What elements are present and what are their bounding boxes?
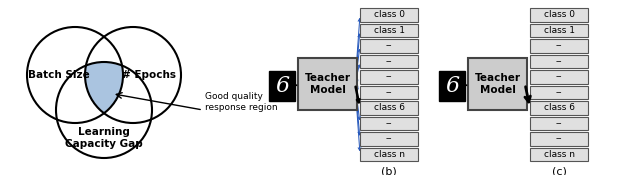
FancyBboxPatch shape <box>530 86 588 99</box>
Text: class n: class n <box>543 150 575 159</box>
Text: --: -- <box>386 88 392 97</box>
Text: --: -- <box>556 88 563 97</box>
Text: --: -- <box>556 119 563 128</box>
FancyBboxPatch shape <box>530 8 588 22</box>
FancyBboxPatch shape <box>360 54 418 68</box>
FancyBboxPatch shape <box>360 8 418 22</box>
FancyBboxPatch shape <box>360 86 418 99</box>
FancyBboxPatch shape <box>530 39 588 52</box>
Text: --: -- <box>556 72 563 81</box>
FancyBboxPatch shape <box>530 132 588 145</box>
FancyBboxPatch shape <box>269 71 295 101</box>
Circle shape <box>56 62 152 158</box>
FancyBboxPatch shape <box>360 70 418 83</box>
Text: class 1: class 1 <box>374 26 404 35</box>
Text: --: -- <box>556 57 563 66</box>
Text: Teacher
Model: Teacher Model <box>474 73 520 95</box>
Text: (c): (c) <box>552 166 566 175</box>
FancyBboxPatch shape <box>530 70 588 83</box>
FancyBboxPatch shape <box>360 39 418 52</box>
Text: class 1: class 1 <box>543 26 575 35</box>
Text: class 0: class 0 <box>374 10 404 19</box>
FancyBboxPatch shape <box>360 101 418 114</box>
Text: 6: 6 <box>275 75 289 97</box>
FancyBboxPatch shape <box>298 58 357 110</box>
FancyBboxPatch shape <box>360 117 418 130</box>
Circle shape <box>85 27 181 123</box>
FancyBboxPatch shape <box>439 71 465 101</box>
Text: Learning
Capacity Gap: Learning Capacity Gap <box>65 127 143 149</box>
FancyBboxPatch shape <box>530 54 588 68</box>
Text: Teacher
Model: Teacher Model <box>305 73 351 95</box>
FancyBboxPatch shape <box>468 58 527 110</box>
FancyBboxPatch shape <box>360 132 418 145</box>
Text: --: -- <box>386 72 392 81</box>
Text: # Epochs: # Epochs <box>122 70 176 80</box>
Text: class n: class n <box>374 150 404 159</box>
Text: Batch Size: Batch Size <box>28 70 90 80</box>
FancyBboxPatch shape <box>530 23 588 37</box>
Text: --: -- <box>386 119 392 128</box>
Text: --: -- <box>386 57 392 66</box>
FancyBboxPatch shape <box>530 117 588 130</box>
FancyBboxPatch shape <box>530 101 588 114</box>
FancyBboxPatch shape <box>360 23 418 37</box>
Text: class 0: class 0 <box>543 10 575 19</box>
FancyBboxPatch shape <box>530 148 588 161</box>
FancyBboxPatch shape <box>360 148 418 161</box>
Text: (b): (b) <box>381 166 397 175</box>
Text: class 6: class 6 <box>543 103 575 112</box>
Text: Good quality
response region: Good quality response region <box>205 92 278 112</box>
Text: class 6: class 6 <box>374 103 404 112</box>
Text: --: -- <box>556 134 563 143</box>
Text: --: -- <box>386 134 392 143</box>
Text: --: -- <box>386 41 392 50</box>
Text: --: -- <box>556 41 563 50</box>
Circle shape <box>27 27 123 123</box>
Text: 6: 6 <box>445 75 459 97</box>
